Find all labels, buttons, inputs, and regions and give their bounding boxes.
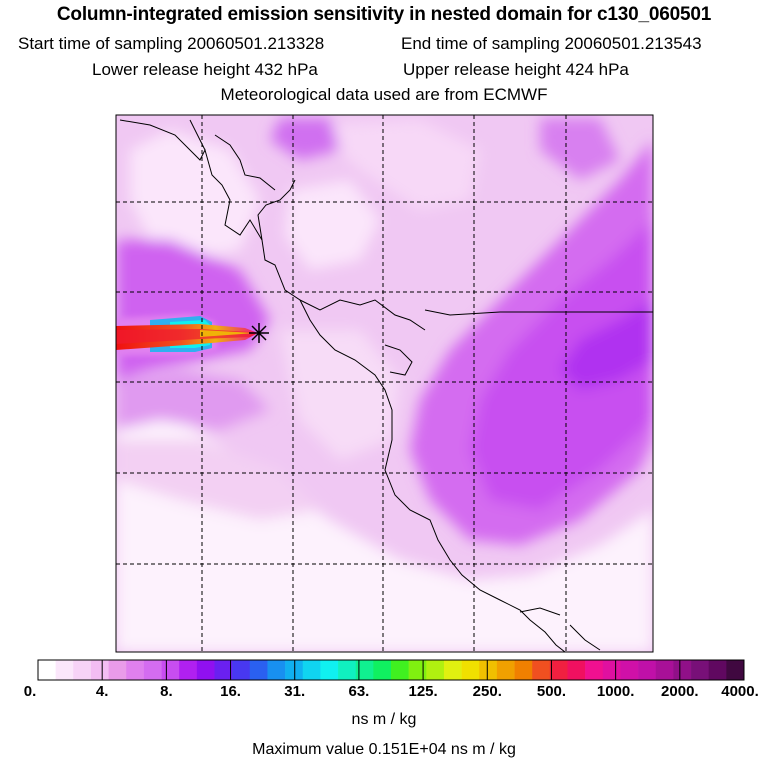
colorbar-swatch: [443, 660, 462, 680]
colorbar-swatch: [655, 660, 674, 680]
colorbar-swatch: [496, 660, 515, 680]
star-icon: [249, 323, 269, 343]
sensitivity-field: [116, 118, 653, 652]
colorbar-swatch: [391, 660, 409, 680]
colorbar-swatch: [143, 660, 162, 680]
colorbar-swatch: [549, 660, 568, 680]
lower-release-label: Lower release height 432 hPa: [92, 60, 318, 79]
upper-release-label: Upper release height 424 hPa: [403, 60, 629, 79]
colorbar-swatch: [408, 660, 427, 680]
colorbar-swatch: [355, 660, 374, 680]
colorbar-swatch: [532, 660, 551, 680]
emission-plume: [116, 314, 258, 356]
start-time-label: Start time of sampling 20060501.213328: [18, 34, 325, 53]
colorbar-tick-label: 2000.: [661, 683, 699, 700]
lat-lon-grid: [116, 115, 653, 652]
colorbar-swatch: [285, 660, 304, 680]
colorbar-frame: [37, 659, 745, 681]
colorbar-swatch: [479, 660, 498, 680]
colorbar-swatch: [602, 660, 621, 680]
colorbar-swatch: [673, 660, 692, 680]
plot-area: [116, 115, 653, 652]
colorbar-tick-label: 1000.: [596, 683, 635, 700]
colorbar-tick-label: 63.: [348, 683, 370, 700]
colorbar-swatch: [179, 660, 198, 680]
colorbar-swatch: [267, 660, 286, 680]
colorbar-swatch: [38, 660, 56, 680]
met-data-label: Meteorological data used are from ECMWF: [220, 85, 548, 104]
colorbar-tick-label: 16.: [220, 683, 241, 700]
colorbar-swatch: [373, 660, 392, 680]
colorbar-tick-label: 125.: [408, 683, 438, 700]
colorbar-swatch: [514, 660, 533, 680]
colorbar-swatch: [55, 660, 74, 680]
plot-title: Column-integrated emission sensitivity i…: [56, 4, 712, 25]
colorbar-swatch: [691, 660, 709, 680]
colorbar-swatch: [249, 660, 268, 680]
colorbar-swatch: [426, 660, 445, 680]
colorbar-swatch: [126, 660, 145, 680]
colorbar-swatch: [708, 660, 727, 680]
colorbar-swatch: [161, 660, 180, 680]
colorbar-swatch: [338, 660, 356, 680]
coastline: [119, 119, 653, 652]
colorbar-swatch: [108, 660, 127, 680]
colorbar: [37, 659, 745, 681]
colorbar-swatch: [567, 660, 586, 680]
colorbar-tick-label: 4000.: [721, 683, 759, 700]
colorbar-tick-label: 8.: [160, 683, 173, 700]
colorbar-tick-label: 4.: [95, 683, 109, 700]
colorbar-swatch: [302, 660, 321, 680]
colorbar-swatch: [726, 660, 745, 680]
colorbar-tick-label: 500.: [536, 683, 567, 700]
colorbar-swatch: [585, 660, 604, 680]
colorbar-units: ns m / kg: [351, 711, 417, 728]
colorbar-tick-label: 250.: [472, 683, 502, 700]
colorbar-swatch: [638, 660, 657, 680]
colorbar-swatch: [73, 660, 92, 680]
colorbar-swatch: [620, 660, 639, 680]
end-time-label: End time of sampling 20060501.213543: [401, 34, 702, 53]
colorbar-swatch: [196, 660, 215, 680]
colorbar-tick-label: 31.: [284, 683, 306, 700]
colorbar-swatch: [214, 660, 233, 680]
plot-frame: [115, 114, 654, 653]
maximum-value-label: Maximum value 0.151E+04 ns m / kg: [252, 741, 516, 758]
colorbar-swatch: [320, 660, 339, 680]
colorbar-swatch: [232, 660, 251, 680]
colorbar-swatch: [461, 660, 480, 680]
colorbar-swatch: [90, 660, 109, 680]
colorbar-tick-label: 0.: [23, 683, 37, 700]
